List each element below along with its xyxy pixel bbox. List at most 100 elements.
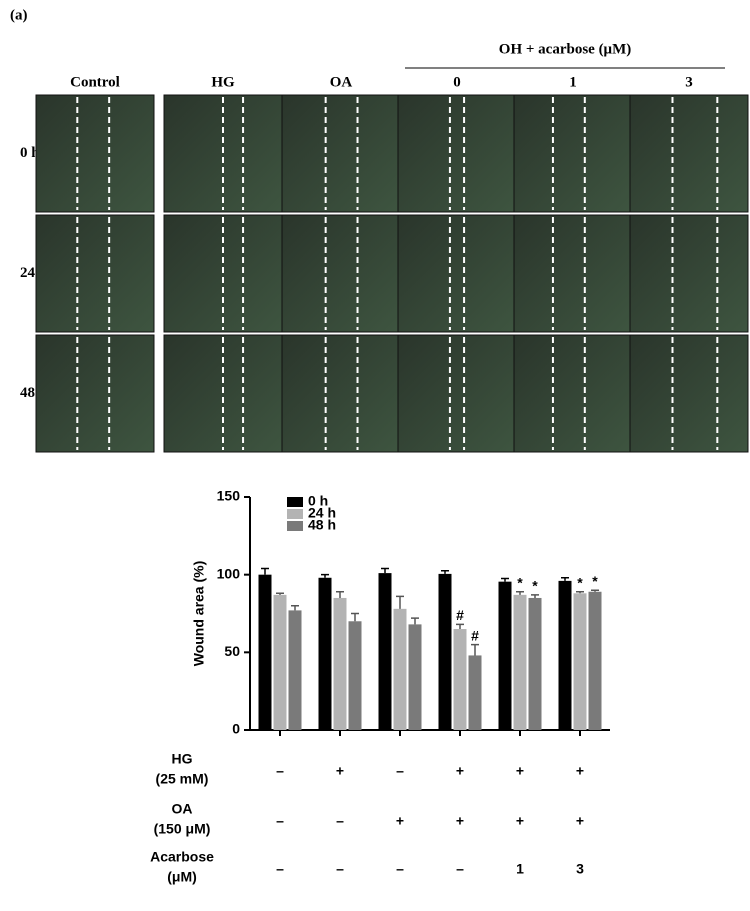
condition-value: + bbox=[336, 763, 344, 779]
bar bbox=[468, 655, 482, 730]
error-bar bbox=[276, 592, 284, 595]
condition-value: + bbox=[516, 813, 524, 829]
condition-label: (150 μM) bbox=[154, 821, 211, 837]
micrograph bbox=[629, 334, 749, 453]
condition-value: – bbox=[276, 763, 284, 779]
error-bar bbox=[531, 594, 539, 598]
y-tick-label: 0 bbox=[232, 721, 240, 737]
condition-value: + bbox=[516, 763, 524, 779]
micrograph bbox=[281, 214, 401, 333]
micrograph bbox=[281, 94, 401, 213]
condition-value: + bbox=[456, 813, 464, 829]
column-label: 1 bbox=[569, 74, 577, 90]
bar bbox=[453, 629, 467, 730]
error-bar bbox=[396, 595, 404, 609]
micrograph bbox=[35, 94, 155, 213]
bar bbox=[438, 573, 452, 730]
condition-value: + bbox=[456, 763, 464, 779]
bar bbox=[573, 593, 587, 730]
legend-label: 24 h bbox=[308, 505, 336, 521]
error-bar bbox=[456, 623, 464, 630]
y-tick-label: 150 bbox=[217, 488, 241, 504]
condition-value: – bbox=[276, 813, 284, 829]
bar bbox=[348, 621, 362, 730]
bar bbox=[288, 610, 302, 730]
bar bbox=[558, 580, 572, 730]
bar bbox=[513, 594, 527, 730]
legend-label: 0 h bbox=[308, 493, 328, 509]
condition-value: – bbox=[456, 861, 464, 877]
error-bar bbox=[261, 567, 269, 575]
micrograph bbox=[35, 214, 155, 333]
condition-value: 3 bbox=[576, 861, 584, 877]
error-bar bbox=[321, 573, 329, 578]
significance-marker: * bbox=[592, 573, 598, 589]
y-tick-label: 50 bbox=[224, 643, 240, 659]
condition-value: – bbox=[336, 813, 344, 829]
group-label: OH + acarbose (μM) bbox=[499, 41, 631, 57]
condition-value: 1 bbox=[516, 861, 524, 877]
error-bar bbox=[381, 567, 389, 574]
column-label: 0 bbox=[453, 74, 461, 90]
error-bar bbox=[561, 577, 569, 581]
condition-value: – bbox=[396, 763, 404, 779]
micrograph bbox=[629, 94, 749, 213]
bar bbox=[393, 608, 407, 730]
error-bar bbox=[576, 591, 584, 594]
panel-label: (a) bbox=[10, 7, 28, 23]
micrograph bbox=[281, 334, 401, 453]
y-tick-label: 100 bbox=[217, 565, 241, 581]
bar bbox=[318, 577, 332, 730]
condition-value: – bbox=[336, 861, 344, 877]
condition-label: HG bbox=[172, 751, 193, 767]
bar bbox=[588, 591, 602, 730]
bar bbox=[273, 594, 287, 730]
condition-value: – bbox=[396, 861, 404, 877]
condition-value: + bbox=[576, 813, 584, 829]
row-label: 0 h bbox=[20, 145, 40, 161]
error-bar bbox=[471, 643, 479, 656]
condition-value: – bbox=[276, 861, 284, 877]
error-bar bbox=[336, 591, 344, 598]
bar bbox=[258, 574, 272, 730]
micrograph bbox=[513, 214, 633, 333]
legend-swatch bbox=[287, 521, 303, 531]
significance-marker: # bbox=[471, 627, 479, 643]
bar bbox=[408, 624, 422, 730]
column-label: Control bbox=[70, 74, 120, 90]
bar bbox=[378, 573, 392, 730]
condition-label: OA bbox=[172, 801, 193, 817]
error-bar bbox=[441, 570, 449, 574]
condition-label: (25 mM) bbox=[156, 771, 209, 787]
condition-value: + bbox=[396, 813, 404, 829]
condition-label: (μM) bbox=[167, 869, 197, 885]
y-axis-label: Wound area (%) bbox=[191, 561, 207, 667]
micrograph bbox=[35, 334, 155, 453]
micrograph bbox=[629, 214, 749, 333]
error-bar bbox=[591, 589, 599, 592]
column-label: OA bbox=[330, 74, 353, 90]
bar bbox=[333, 597, 347, 730]
micrograph bbox=[397, 334, 517, 453]
condition-label: Acarbose bbox=[150, 849, 214, 865]
significance-marker: * bbox=[577, 574, 583, 590]
significance-marker: # bbox=[456, 607, 464, 623]
micrograph bbox=[513, 334, 633, 453]
error-bar bbox=[291, 604, 299, 611]
column-label: 3 bbox=[685, 74, 693, 90]
error-bar bbox=[351, 612, 359, 622]
legend-label: 48 h bbox=[308, 517, 336, 533]
significance-marker: * bbox=[517, 574, 523, 590]
legend-swatch bbox=[287, 497, 303, 507]
error-bar bbox=[501, 577, 509, 582]
column-label: HG bbox=[211, 74, 235, 90]
significance-marker: * bbox=[532, 578, 538, 594]
micrograph bbox=[397, 94, 517, 213]
error-bar bbox=[516, 591, 524, 595]
micrograph bbox=[397, 214, 517, 333]
micrograph bbox=[513, 94, 633, 213]
bar bbox=[528, 597, 542, 730]
bar bbox=[498, 581, 512, 730]
error-bar bbox=[411, 617, 419, 625]
